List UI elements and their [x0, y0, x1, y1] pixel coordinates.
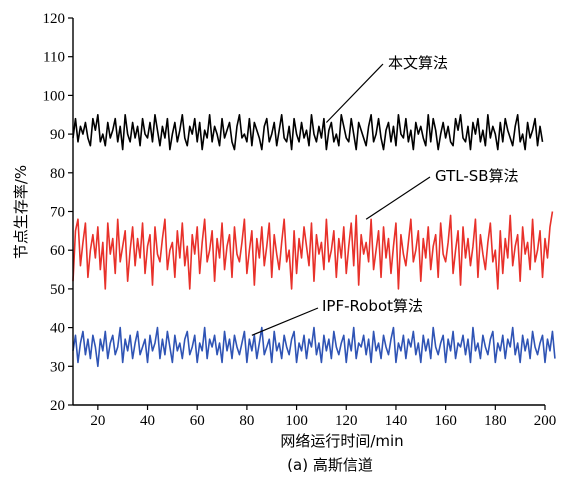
annotation-label-1: 本文算法	[388, 54, 448, 72]
x-axis-title: 网络运行时间/min	[280, 432, 403, 450]
series-lines	[72, 113, 556, 368]
series-line-1	[72, 113, 544, 151]
annotation-leader-3	[251, 307, 319, 336]
series-line-2	[72, 211, 554, 290]
chart-caption: (a) 高斯信道	[287, 456, 373, 474]
x-tick-label: 100	[285, 413, 308, 429]
annotation-label-2: GTL-SB算法	[435, 167, 519, 185]
series-line-3	[72, 326, 556, 368]
y-tick-label: 80	[50, 166, 65, 182]
annotation-leader-2	[365, 176, 431, 220]
y-tick-label: 90	[50, 127, 65, 143]
annotation-label-3: IPF-Robot算法	[322, 297, 423, 315]
y-tick-label: 50	[50, 282, 65, 298]
x-tick-label: 60	[190, 413, 205, 429]
axes	[72, 18, 545, 406]
y-tick-label: 120	[43, 11, 66, 27]
x-tick-label: 80	[239, 413, 254, 429]
y-tick-label: 70	[50, 205, 65, 221]
y-tick-label: 110	[43, 50, 65, 66]
annotation-leader-1	[325, 63, 384, 123]
y-tick-label: 100	[43, 88, 66, 104]
x-tick-label: 120	[335, 413, 358, 429]
x-tick-label: 180	[484, 413, 507, 429]
x-tick-label: 40	[140, 413, 155, 429]
x-tick-label: 160	[434, 413, 457, 429]
x-tick-label: 140	[385, 413, 408, 429]
ticks: 20 30 40 50 60 70 80 90 100 110 120 20 40 60 80 100 120 1…	[43, 11, 557, 429]
y-tick-label: 40	[50, 321, 65, 337]
y-tick-label: 20	[50, 398, 65, 414]
y-axis-title: 节点生存率/%	[12, 165, 30, 259]
annotations: 本文算法 GTL-SB算法 IPF-Robot算法	[251, 54, 519, 336]
y-tick-label: 30	[50, 359, 65, 375]
y-tick-label: 60	[50, 243, 65, 259]
x-tick-label: 200	[534, 413, 557, 429]
x-tick-label: 20	[90, 413, 105, 429]
